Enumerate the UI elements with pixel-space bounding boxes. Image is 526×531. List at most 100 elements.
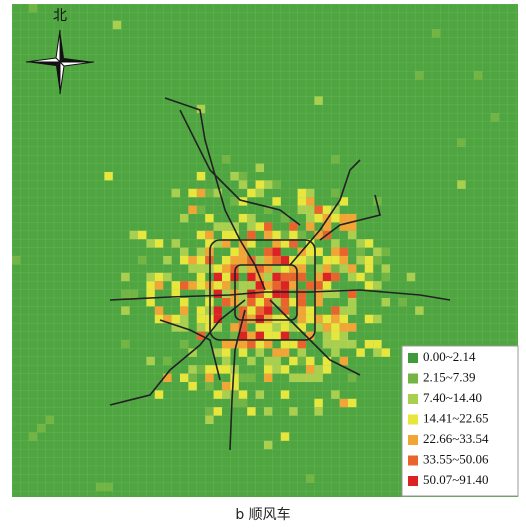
grid-cell [280,230,290,240]
legend-label: 7.40~14.40 [423,390,482,405]
legend-label: 2.15~7.39 [423,369,476,384]
grid-cell [188,205,197,214]
grid-cell [154,306,164,315]
grid-cell [37,424,46,433]
line [319,194,381,241]
grid-cell [297,289,306,298]
grid-cell [339,222,348,231]
grid-cell [213,407,222,416]
grid-cell [289,239,298,248]
grid-cell [146,356,155,366]
grid-cell [230,323,239,332]
compass: 北 [25,8,95,95]
grid-cell [213,314,222,324]
grid-cell [222,272,231,282]
grid-cell [205,407,214,416]
grid-cell [306,356,315,366]
grid-cell [238,398,248,408]
grid-cell [322,281,332,290]
grid-cell [272,314,281,324]
grid-cell [163,373,172,382]
grid-cell [196,230,206,240]
grid-cell [314,214,323,223]
grid-cell [238,172,248,181]
grid-cell [272,247,281,256]
grid-cell [272,197,281,206]
grid-cell [247,272,256,282]
cell-layer [12,4,500,492]
grid-cell [348,230,357,240]
grid-cell [264,298,273,307]
grid-cell [314,264,323,273]
grid-cell [314,407,323,416]
grid-cell [247,314,256,324]
grid-cell [280,306,290,315]
grid-cell [339,331,348,340]
grid-cell [230,197,239,206]
grid-cell [196,306,206,315]
legend-swatch [408,455,418,466]
compass-arm [56,62,60,94]
grid-cell [297,272,306,282]
grid-cell [222,340,231,349]
grid-cell [264,356,273,366]
grid-cell [112,20,122,30]
grid-cell [196,314,206,324]
grid-cell [280,314,290,324]
grid-cell [222,356,231,366]
grid-cell [314,289,323,298]
grid-cell [104,172,113,181]
grid-cell [280,331,290,340]
grid-cell [289,298,298,307]
grid-cell [222,281,231,290]
grid-cell [196,264,206,273]
grid-cell [255,289,264,298]
grid-cell [238,247,248,256]
line [109,299,246,406]
grid-cell [289,222,298,231]
grid-cell [280,323,290,332]
grid-cell [213,272,222,282]
grid-cell [171,289,180,298]
grid-cell [247,373,256,382]
grid-cell [331,188,340,198]
grid-cell [280,432,290,441]
grid-cell [339,356,348,366]
grid-cell [331,314,340,324]
grid-cell [238,390,248,399]
grid-cell [230,398,239,408]
grid-cell [331,214,340,223]
grid-cell [28,4,38,13]
grid-cell [306,474,315,483]
grid-cell [222,155,231,164]
grid-cell [280,390,290,399]
grid-cell [331,306,340,315]
grid-cell [306,222,315,231]
grid-cell [306,281,315,290]
grid-cell [247,340,256,349]
grid-cell [348,264,357,273]
grid-cell [306,256,315,265]
grid-cell [331,205,340,214]
grid-cell [247,281,256,290]
grid-cell [171,281,180,290]
grid-cell [255,306,264,315]
grid-cell [264,314,273,324]
grid-cell [348,289,357,298]
grid-cell [264,264,273,273]
grid-cell [322,340,332,349]
grid-cell [348,222,357,231]
grid-cell [297,306,306,315]
grid-cell [306,214,315,223]
legend-swatch [408,353,418,363]
compass-arm [60,30,64,62]
grid-cell [339,314,348,324]
grid-cell [322,289,332,298]
grid-cell [280,340,290,349]
grid-cell [289,230,298,240]
grid-cell [415,71,424,80]
grid-cell [255,163,264,172]
grid-cell [213,222,222,231]
grid-cell [255,256,264,265]
grid-cell [264,247,273,256]
